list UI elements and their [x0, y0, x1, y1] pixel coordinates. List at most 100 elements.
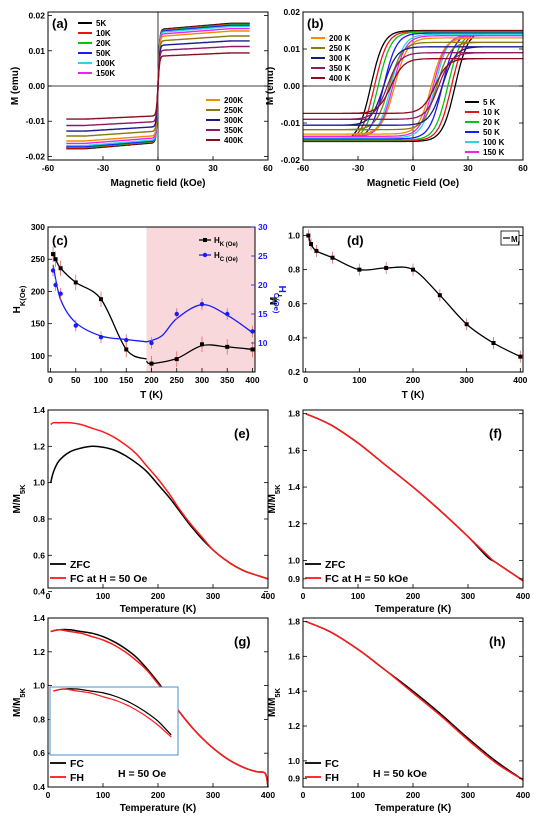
x-tick-label: 400 [516, 591, 530, 601]
series-line-fh [305, 620, 524, 781]
x-axis-label: T (K) [140, 390, 163, 401]
legend-label: 200K [224, 96, 243, 105]
y2-tick-label: 15 [258, 309, 268, 319]
mr-point [411, 267, 415, 272]
panel-a: -60 -30 0 30 60-0.02-0.010.000.010.02(a) 5K10… [10, 11, 273, 189]
y-tick-label: 1.0 [288, 756, 300, 766]
legend-label: FC [325, 758, 339, 770]
hc-fit-line-low [52, 264, 147, 343]
y-axis-label: M/M5K [12, 484, 27, 514]
x-axis-label: Temperature (K) [120, 604, 197, 615]
legend-label: 250 K [329, 44, 351, 53]
x-tick-label: -60 [297, 163, 310, 173]
hc-fit-line-high [146, 304, 253, 343]
x-tick-label: 300 [206, 790, 220, 800]
x-axis-label: Magnetic field (kOe) [110, 178, 205, 189]
panel-g: 0 100 200 300 400 0.4 0.6 0.8 1.0 1.2 1.4 (g) FC FH H … [12, 613, 275, 814]
panel-label: (e) [234, 426, 250, 441]
y-tick-label: 1.0 [288, 555, 300, 565]
y-tick-label: 0.6 [33, 550, 45, 560]
y-tick-label: 1.4 [33, 405, 45, 415]
y-axis-label: M/M5K [267, 687, 282, 717]
legend-label: 300K [224, 116, 243, 125]
x-tick-label: 100 [96, 591, 110, 601]
y-tick-label: 250 [31, 254, 45, 264]
y-tick-label: 0.4 [33, 782, 45, 792]
panel-h: 0 100 200 300 400 0.9 1.0 1.2 1.4 1.6 1.8 (h) FC FH H … [267, 616, 530, 814]
y-tick-label: 300 [31, 222, 45, 232]
mr-point [491, 341, 496, 345]
legend-label: FC [70, 758, 84, 770]
hc-point [58, 291, 63, 296]
y-tick-label: 1.2 [288, 721, 300, 731]
legend-label: 20K [96, 39, 111, 48]
x-tick-label: 0 [46, 591, 51, 601]
x-tick-label: 400 [261, 591, 275, 601]
panel-d: 0 100 200 300 400 0.2 0.4 0.6 0.8 1.0 (d) Mr T (K) Mr [269, 226, 528, 401]
legend-label: 50K [96, 49, 111, 58]
x-tick-label: 0 [303, 375, 308, 385]
panel-b: -60 -30 0 30 60 -0.02 -0.01 0.00 0.01 0.02 (b) 200 … [265, 7, 528, 189]
hk-point [58, 266, 63, 271]
y-tick-label: -0.01 [26, 116, 46, 126]
y-tick-label: 0.9 [288, 773, 300, 783]
x-axis-label: Temperature (K) [375, 604, 452, 615]
x-tick-label: 60 [518, 163, 528, 173]
legend-label: FC at H = 50 Oe [70, 573, 147, 585]
y-tick-label: 1.2 [33, 441, 45, 451]
y-tick-label: 0.01 [283, 44, 300, 54]
x-tick-label: -30 [352, 163, 365, 173]
x-tick-label: 0 [301, 790, 306, 800]
hc-point [149, 340, 154, 346]
y-tick-label: 1.4 [288, 482, 300, 492]
y-tick-label: 150 [31, 319, 45, 329]
hk-point [149, 361, 154, 366]
hc-point [124, 337, 129, 343]
x-tick-label: 300 [460, 375, 474, 385]
x-tick-label: 100 [96, 790, 110, 800]
hk-point [124, 347, 129, 352]
x-tick-label: 100 [351, 790, 365, 800]
legend-label: 150K [96, 69, 115, 78]
y-axis-label: M/M5K [267, 484, 282, 514]
x-tick-label: 400 [245, 375, 259, 385]
x-tick-label: 100 [351, 591, 365, 601]
y-axis-label: HK(Oe) [12, 285, 27, 313]
legend-label: ZFC [325, 559, 346, 571]
legend-label: 10K [96, 29, 111, 38]
y-tick-label: 0.8 [33, 714, 45, 724]
x-tick-label: 200 [406, 591, 420, 601]
panel-e: 0 100 200 300 400 0.4 0.6 0.8 1.0 1.2 1.4 (e) ZFC FC … [12, 405, 275, 615]
y2-tick-label: 25 [258, 251, 268, 261]
mr-point [464, 322, 469, 327]
mr-point [384, 265, 389, 270]
panel-c: 0 50 100 150 200 250 300 350 400 100 150 200 250 300 1… [12, 222, 287, 401]
y-tick-label: 1.0 [33, 681, 45, 691]
x-tick-label: -60 [42, 163, 55, 173]
legend-label: 100K [96, 59, 115, 68]
x-tick-label: -30 [97, 163, 110, 173]
y-axis-label: Mr [269, 294, 284, 305]
hk-point [225, 344, 230, 349]
hk-point [51, 252, 56, 257]
y2-axis-label: HC(Oe) [273, 286, 288, 314]
y-tick-label: 1.8 [288, 409, 300, 419]
y2-tick-label: 30 [258, 222, 268, 232]
x-axis-label: Magnetic Field (Oe) [367, 178, 459, 189]
y-tick-label: 0.02 [283, 7, 300, 17]
series-loop-350K [303, 52, 523, 120]
hk-point [199, 342, 204, 347]
field-annotation: H = 50 kOe [373, 768, 427, 780]
hc-point [73, 323, 78, 328]
legend-marker [203, 238, 207, 242]
hk-point [250, 347, 255, 352]
legend-label: HC (Oe) [214, 251, 238, 263]
hk-point [99, 297, 104, 302]
legend-label: FH [70, 772, 84, 784]
inset-frame [49, 686, 179, 756]
y-tick-label: 1.4 [33, 613, 45, 623]
y-tick-label: 0.00 [283, 81, 300, 91]
x-tick-label: 200 [151, 591, 165, 601]
shaded-region [146, 227, 255, 372]
